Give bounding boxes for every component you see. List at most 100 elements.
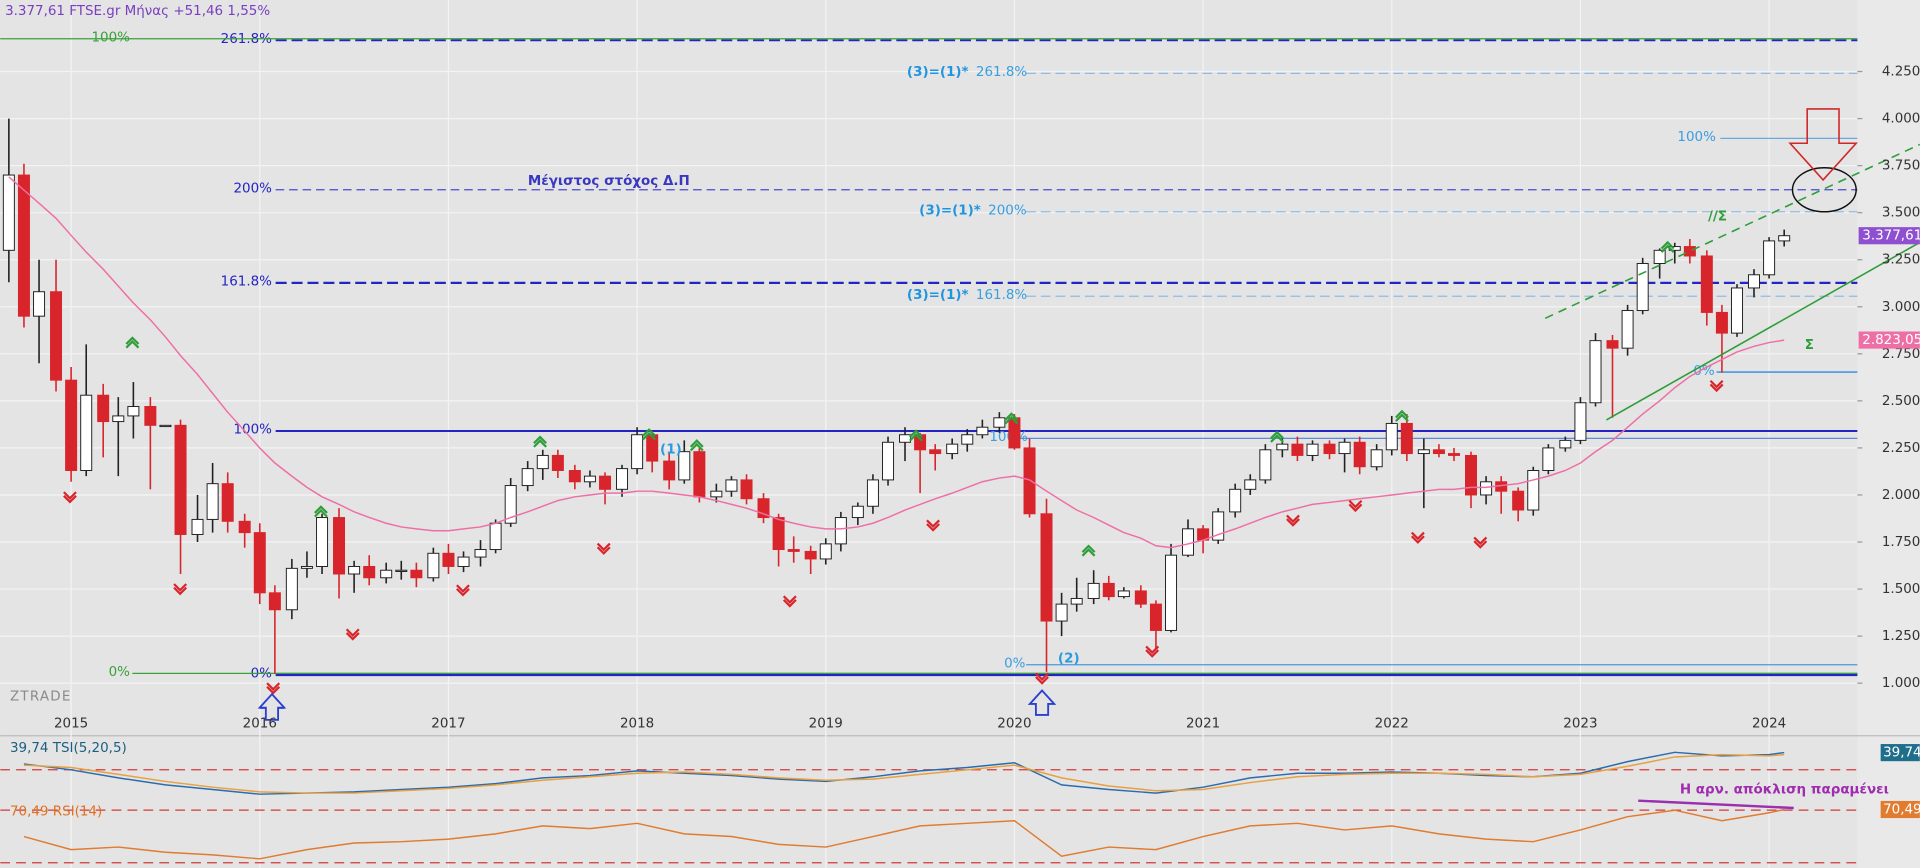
up-arrow <box>1027 689 1057 716</box>
candle-body <box>348 565 361 575</box>
candle-body <box>1117 590 1130 598</box>
candle-body <box>1385 422 1398 451</box>
signal-down <box>1473 536 1488 549</box>
x-tick-label: 2019 <box>809 717 843 732</box>
candle-body <box>631 434 644 470</box>
y-tick-label: 3.500 <box>1882 206 1920 221</box>
candle-body <box>442 552 455 567</box>
indicator-badge <box>1880 744 1920 762</box>
candle-body <box>221 483 234 522</box>
candle-body <box>599 475 612 490</box>
candle-body <box>1417 449 1430 455</box>
down-arrow <box>1788 108 1858 182</box>
annotation: Η αρν. απόκλιση παραμένει <box>1680 782 1889 798</box>
x-tick-label: 2023 <box>1563 717 1597 732</box>
candle-body <box>474 549 487 558</box>
fib-label: 161.8% <box>221 275 273 290</box>
candle-body <box>1055 603 1068 622</box>
candle-body <box>616 468 629 490</box>
candle-body <box>1338 441 1351 455</box>
signal-up <box>1081 544 1096 557</box>
target-circle <box>1791 166 1857 213</box>
candle-body <box>834 517 847 545</box>
candle-body <box>1070 597 1083 605</box>
indicators <box>0 751 1858 864</box>
signal-down <box>1410 531 1425 544</box>
candle-body <box>663 460 676 481</box>
candle-body <box>1291 443 1304 456</box>
candle-body <box>1574 402 1587 441</box>
fib-label: 200% <box>988 204 1027 219</box>
x-tick-label: 2021 <box>1186 717 1220 732</box>
y-tick-label: 1.500 <box>1882 582 1920 597</box>
y-tick-label: 4.000 <box>1882 112 1920 127</box>
fib-label: 261.8% <box>221 32 273 47</box>
candle-body <box>521 468 534 487</box>
signal-down <box>596 542 611 555</box>
candle-body <box>882 441 895 481</box>
candle-body <box>238 520 251 534</box>
candle-body <box>1731 287 1744 334</box>
channel-bottom <box>1606 241 1920 421</box>
candle-body <box>300 565 313 569</box>
candle-body <box>678 451 691 481</box>
x-tick-label: 2024 <box>1752 717 1786 732</box>
plot <box>2 118 1791 674</box>
signal-up <box>1660 240 1675 253</box>
candle-body <box>929 449 942 455</box>
candle-body <box>457 556 470 567</box>
candle-body <box>1700 255 1713 313</box>
candle-body <box>1370 449 1383 468</box>
candle-body <box>1165 554 1178 631</box>
fib-label: 161.8% <box>976 288 1028 303</box>
candle-body <box>993 417 1006 428</box>
candle-body <box>787 549 800 552</box>
annotation: (1) <box>660 442 682 457</box>
signal-up <box>909 429 923 442</box>
candle-body <box>899 434 912 443</box>
candle-body <box>1087 582 1100 599</box>
candle-body <box>1448 453 1461 456</box>
candle-body <box>693 451 706 498</box>
signal-down <box>926 519 940 532</box>
candle-body <box>363 565 376 579</box>
candle-body <box>646 434 659 462</box>
y-tick-label: 2.500 <box>1882 394 1920 409</box>
candle-body <box>80 394 93 471</box>
divergence-line <box>1638 799 1794 810</box>
candle-body <box>1040 513 1053 622</box>
candle-body <box>191 518 204 535</box>
fib-label: 0% <box>109 665 131 680</box>
indicator-badge-label: 70,49 <box>1883 803 1920 818</box>
candle-body <box>1621 310 1634 349</box>
y-tick-label: 3.000 <box>1882 300 1920 315</box>
candle-body <box>33 291 46 317</box>
candle-body <box>1559 439 1572 449</box>
signal-up <box>533 435 547 448</box>
candle-body <box>316 517 329 567</box>
fib-label: 0% <box>1693 364 1715 379</box>
candle-body <box>1763 240 1776 276</box>
annotation: Σ <box>1805 338 1814 353</box>
candle-body <box>551 454 564 471</box>
moving-average <box>8 176 1785 549</box>
fib-label: 100% <box>1677 130 1716 145</box>
annotation: //Σ <box>1708 210 1727 225</box>
price-badge-label: 3.377,61 <box>1862 229 1920 244</box>
candle-body <box>710 490 723 498</box>
candle-body <box>1306 443 1319 456</box>
signal-down <box>1286 514 1300 527</box>
candle-body <box>1747 274 1760 289</box>
candle-body <box>804 550 817 560</box>
signal-down <box>1035 672 1049 685</box>
signal-up <box>642 428 656 441</box>
candle-body <box>1542 447 1555 471</box>
fib-prefix: (3)=(1)* <box>919 204 981 219</box>
indicator-badge-label: 39,74 <box>1883 746 1920 761</box>
candle-body <box>740 479 753 500</box>
x-tick-label: 2020 <box>997 717 1031 732</box>
candle-body <box>17 174 30 317</box>
candle-body <box>1353 441 1366 468</box>
y-tick-label: 3.750 <box>1882 159 1920 174</box>
